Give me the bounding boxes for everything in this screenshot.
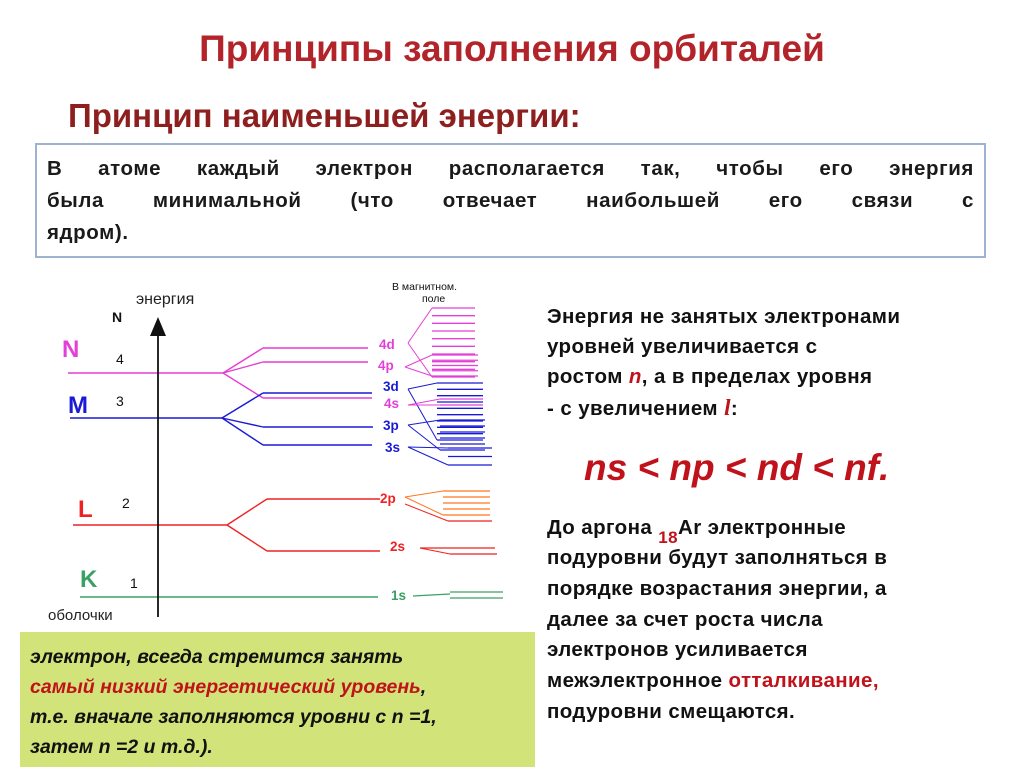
text-line: электронов усиливается [547, 638, 808, 661]
text-line: - с увеличением l: [547, 395, 738, 421]
level-line [404, 503, 449, 522]
text-part: : [730, 397, 739, 420]
level-line [221, 417, 264, 446]
level-line [407, 419, 441, 426]
text-line: подуровни смещаются. [547, 700, 796, 723]
level-line [222, 361, 264, 374]
sublevel-label-3d: 3d [383, 379, 399, 394]
text-line: подуровни будут заполняться в [547, 546, 888, 569]
rule-definition-box: В атоме каждый электрон располагается та… [35, 143, 986, 258]
level-line [407, 398, 441, 406]
text-part: Ar электронные [677, 516, 847, 539]
level-line [226, 498, 268, 526]
note-line: т.е. вначале заполняются уровни с n =1, [30, 706, 437, 728]
level-line [222, 372, 264, 399]
text-part: межэлектронное [547, 669, 729, 692]
text-part: , а в пределах уровня [641, 365, 873, 388]
note-line: затем n =2 и т.д.). [30, 736, 213, 758]
level-line [222, 347, 264, 374]
text-line: Энергия не занятых электронами [547, 305, 901, 328]
note-line: электрон, всегда стремится занять [30, 646, 404, 668]
highlight-repulsion: отталкивание, [728, 669, 879, 692]
level-line [404, 354, 433, 368]
shells-label: оболочки [48, 607, 113, 624]
shell-letter: M [68, 392, 88, 419]
note-line: самый низкий энергетический уровень, [30, 672, 535, 702]
magnetic-field-label: В магнитном. [392, 281, 457, 293]
level-line [226, 524, 268, 552]
l-symbol: l [724, 395, 731, 420]
sublevel-label-4p: 4p [378, 358, 394, 373]
atomic-number: 18 [658, 528, 678, 547]
text-line: порядке возрастания энергии, а [547, 577, 887, 600]
rule-line: ядром). [47, 221, 129, 244]
shell-number: 2 [122, 495, 130, 511]
level-line [407, 446, 449, 449]
sublevel-label-1s: 1s [391, 588, 406, 603]
shell-number: 1 [130, 575, 138, 591]
shell-letter: L [78, 496, 93, 523]
text-part: До аргона [547, 516, 659, 539]
level-line [412, 593, 451, 597]
shell-letter: K [80, 566, 98, 593]
arrow-up-icon [150, 317, 166, 336]
level-line [407, 307, 433, 344]
level-line [404, 490, 444, 498]
shell-number: 3 [116, 393, 124, 409]
level-line [221, 417, 264, 428]
level-line [404, 496, 444, 516]
text-line: уровней увеличивается с [547, 335, 818, 358]
level-line [404, 366, 433, 377]
rule-line: В атоме каждый электрон располагается та… [47, 157, 974, 180]
sublevel-label-3p: 3p [383, 418, 399, 433]
slide-subtitle: Принцип наименьшей энергии: [68, 97, 581, 134]
level-line [419, 547, 451, 555]
level-line [407, 424, 441, 451]
level-line [407, 382, 438, 390]
energy-axis-label: энергия [136, 291, 194, 308]
note-box: электрон, всегда стремится занять самый … [20, 632, 535, 767]
level-line [407, 388, 438, 441]
level-line [221, 392, 264, 419]
text-part: , [420, 676, 427, 698]
n-header: N [112, 309, 122, 325]
sublevel-label-2s: 2s [390, 539, 405, 554]
shell-number: 4 [116, 351, 124, 367]
text-line: До аргона 18Ar электронные [547, 516, 846, 548]
slide-title: Принципы заполнения орбиталей [199, 28, 825, 69]
text-line: далее за счет роста числа [547, 608, 823, 631]
sublevel-label-3s: 3s [385, 440, 400, 455]
n-symbol: n [628, 365, 642, 388]
level-line [407, 446, 449, 466]
sublevel-label-2p: 2p [380, 491, 396, 506]
energy-level-diagram: энергия N В магнитном. поле оболочки N M L… [48, 281, 503, 624]
text-part: - с увеличением [547, 397, 725, 420]
diagram-lines [68, 307, 503, 617]
rule-line: была минимальной (что отвечает наибольше… [47, 189, 974, 212]
text-part: ростом [547, 365, 629, 388]
magnetic-field-label: поле [422, 293, 445, 305]
sublevel-label-4d: 4d [379, 337, 395, 352]
sublevel-order-formula: ns < np < nd < nf. [584, 447, 890, 488]
highlight-lowest-level: самый низкий энергетический уровень [30, 676, 421, 698]
text-line: межэлектронное отталкивание, [547, 669, 879, 693]
text-line: ростом n, а в пределах уровня [547, 365, 872, 389]
shell-letter: N [62, 336, 79, 363]
sublevel-label-4s: 4s [384, 396, 399, 411]
